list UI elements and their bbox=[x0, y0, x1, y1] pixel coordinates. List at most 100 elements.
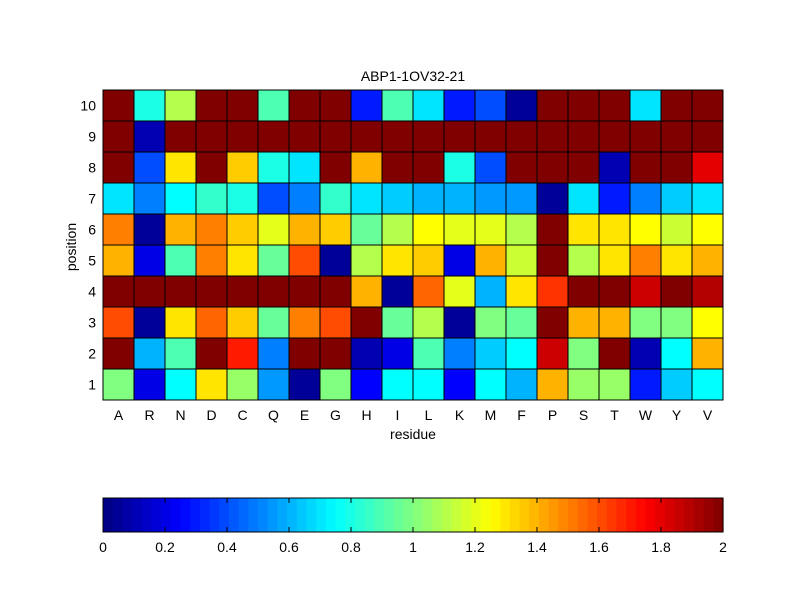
heatmap-cell bbox=[226, 182, 259, 215]
heatmap-cell bbox=[660, 306, 693, 339]
heatmap-cell bbox=[350, 120, 383, 153]
colorbar-tick-label: 2 bbox=[719, 539, 727, 555]
heatmap-cell bbox=[164, 244, 197, 277]
heatmap-cell bbox=[412, 182, 445, 215]
heatmap-cell bbox=[598, 306, 631, 339]
heatmap-cell bbox=[536, 275, 569, 308]
colorbar-segment bbox=[626, 498, 637, 532]
x-tick-label: C bbox=[237, 407, 247, 423]
colorbar-segment bbox=[413, 498, 424, 532]
heatmap-cell bbox=[629, 244, 662, 277]
y-tick-label: 8 bbox=[88, 160, 96, 176]
colorbar-segment bbox=[190, 498, 201, 532]
heatmap-cell bbox=[567, 151, 600, 184]
heatmap-cell bbox=[505, 244, 538, 277]
heatmap-cell bbox=[567, 213, 600, 246]
heatmap-cell bbox=[195, 89, 228, 122]
colorbar-tick-label: 0.6 bbox=[279, 539, 299, 555]
heatmap-cell bbox=[505, 151, 538, 184]
heatmap-cell bbox=[412, 120, 445, 153]
heatmap-cell bbox=[133, 337, 166, 370]
heatmap-cell bbox=[567, 275, 600, 308]
heatmap-cell bbox=[536, 244, 569, 277]
heatmap-cells bbox=[102, 89, 724, 401]
heatmap-cell bbox=[567, 244, 600, 277]
heatmap-cell bbox=[319, 151, 352, 184]
x-tick-label: W bbox=[639, 407, 653, 423]
heatmap-cell bbox=[629, 368, 662, 401]
colorbar-tick-label: 1 bbox=[409, 539, 417, 555]
heatmap-cell bbox=[288, 120, 321, 153]
heatmap-cell bbox=[474, 120, 507, 153]
colorbar-segment bbox=[209, 498, 220, 532]
colorbar-segment bbox=[393, 498, 404, 532]
heatmap-cell bbox=[536, 89, 569, 122]
x-tick-label: H bbox=[361, 407, 371, 423]
colorbar-segment bbox=[277, 498, 288, 532]
y-tick-label: 6 bbox=[88, 222, 96, 238]
heatmap-cell bbox=[350, 182, 383, 215]
heatmap-cell bbox=[102, 120, 135, 153]
heatmap-cell bbox=[598, 182, 631, 215]
heatmap-cell bbox=[133, 89, 166, 122]
heatmap-cell bbox=[381, 306, 414, 339]
colorbar-segment bbox=[538, 498, 550, 532]
heatmap-cell bbox=[536, 182, 569, 215]
heatmap-cell bbox=[412, 244, 445, 277]
heatmap-cell bbox=[505, 182, 538, 215]
heatmap-cell bbox=[629, 89, 662, 122]
heatmap-cell bbox=[536, 337, 569, 370]
colorbar-segment bbox=[228, 498, 240, 532]
heatmap-cell bbox=[133, 213, 166, 246]
heatmap-cell bbox=[164, 151, 197, 184]
colorbar-segment bbox=[597, 498, 608, 532]
y-tick-label: 4 bbox=[88, 284, 96, 300]
colorbar-tick-label: 0.2 bbox=[155, 539, 175, 555]
heatmap-cell bbox=[474, 213, 507, 246]
heatmap-cell bbox=[381, 151, 414, 184]
heatmap-cell bbox=[567, 182, 600, 215]
heatmap-cell bbox=[288, 182, 321, 215]
heatmap-cell bbox=[319, 368, 352, 401]
heatmap-cell bbox=[412, 151, 445, 184]
heatmap-cell bbox=[381, 213, 414, 246]
heatmap-cell bbox=[660, 89, 693, 122]
heatmap-cell bbox=[164, 182, 197, 215]
heatmap-cell bbox=[629, 275, 662, 308]
heatmap-cell bbox=[567, 368, 600, 401]
x-tick-label: Q bbox=[268, 407, 279, 423]
heatmap-cell bbox=[474, 368, 507, 401]
colorbar-segment bbox=[325, 498, 337, 532]
colorbar-segment bbox=[713, 498, 724, 532]
colorbar-segment bbox=[316, 498, 327, 532]
colorbar-segment bbox=[238, 498, 249, 532]
y-tick-label: 1 bbox=[88, 377, 96, 393]
heatmap-cell bbox=[195, 213, 228, 246]
colorbar-segment bbox=[219, 498, 230, 532]
heatmap-cell bbox=[350, 368, 383, 401]
heatmap-cell bbox=[350, 244, 383, 277]
colorbar-segment bbox=[287, 498, 298, 532]
heatmap-cell bbox=[288, 306, 321, 339]
colorbar-segment bbox=[122, 498, 133, 532]
colorbar-segment bbox=[170, 498, 182, 532]
heatmap-cell bbox=[691, 182, 724, 215]
y-tick-label: 10 bbox=[80, 98, 96, 114]
heatmap-cell bbox=[474, 306, 507, 339]
colorbar-segment bbox=[335, 498, 346, 532]
x-tick-label: P bbox=[548, 407, 557, 423]
heatmap-cell bbox=[598, 89, 631, 122]
colorbar-segment bbox=[568, 498, 579, 532]
heatmap-cell bbox=[629, 337, 662, 370]
colorbar-segment bbox=[471, 498, 482, 532]
colorbar-segment bbox=[490, 498, 501, 532]
heatmap-cell bbox=[164, 306, 197, 339]
heatmap-cell bbox=[536, 368, 569, 401]
colorbar-segment bbox=[151, 498, 162, 532]
heatmap-cell bbox=[102, 89, 135, 122]
heatmap-cell bbox=[691, 244, 724, 277]
heatmap-cell bbox=[443, 89, 476, 122]
heatmap-cell bbox=[691, 89, 724, 122]
heatmap-cell bbox=[257, 337, 290, 370]
y-tick-label: 3 bbox=[88, 315, 96, 331]
